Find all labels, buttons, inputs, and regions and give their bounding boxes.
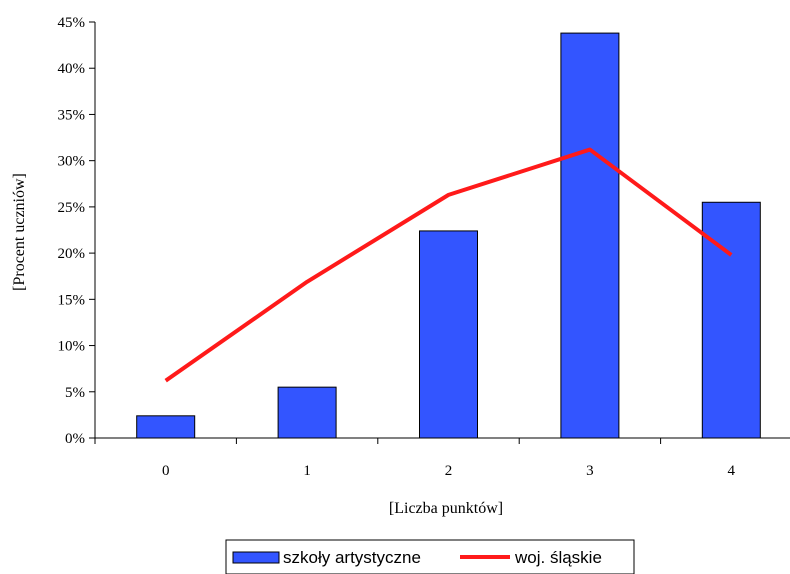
legend-box [225,539,635,574]
bar [277,386,337,439]
x-tick-label: 4 [728,463,736,479]
y-tick-label: 0% [65,431,85,447]
series-line [164,147,733,383]
axes [94,22,790,439]
x-tick-label: 0 [162,463,170,479]
legend-label-line: woj. śląskie [514,548,602,567]
y-ticks: 0% 5% 10% 15% 20% 25% 30% 35% 40% 45% [58,15,95,447]
y-tick-label: 45% [58,15,86,31]
y-tick-label: 40% [58,61,86,77]
y-tick-label: 15% [58,292,86,308]
y-axis-title: [Procent uczniów] [11,173,28,291]
legend-swatch-bar [232,551,280,564]
bar [419,230,478,439]
line-series-group [164,147,733,383]
bar [560,32,620,439]
y-tick-label: 30% [58,154,86,170]
y-tick-label: 20% [58,246,86,262]
y-tick-label: 35% [58,107,86,123]
y-tick-label: 10% [58,339,86,355]
bar-series-group [136,32,761,439]
legend-label-bar: szkoły artystyczne [283,548,421,567]
x-tick-label: 3 [586,463,594,479]
y-tick-label: 25% [58,200,86,216]
legend: szkoły artystyczne woj. śląskie [225,539,635,574]
x-ticks: 0 1 2 3 4 [94,438,736,479]
x-tick-label: 2 [445,463,453,479]
x-tick-label: 1 [303,463,311,479]
bar [136,415,196,439]
x-axis-title: [Liczba punktów] [389,500,503,517]
y-tick-label: 5% [65,385,85,401]
